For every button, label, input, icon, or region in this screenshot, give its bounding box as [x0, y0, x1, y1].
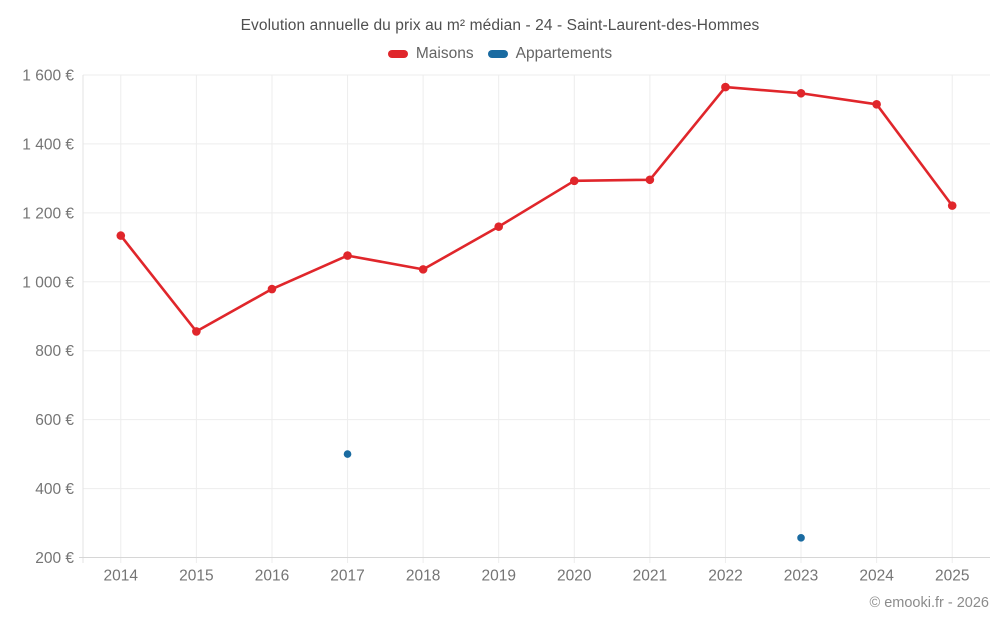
legend-swatch-appartements-icon	[487, 50, 508, 58]
legend-label-appartements: Appartements	[515, 45, 613, 62]
data-point-maisons-2022[interactable]	[721, 82, 730, 92]
data-point-maisons-2014[interactable]	[116, 231, 126, 240]
y-axis-tick-label: 1 600 €	[22, 68, 74, 85]
legend-swatch-maisons-icon	[387, 50, 408, 58]
y-axis-tick-label: 1 000 €	[22, 274, 74, 291]
data-point-maisons-2019[interactable]	[494, 222, 504, 231]
y-axis-tick-label: 800 €	[35, 343, 74, 360]
y-axis-tick-label: 200 €	[35, 550, 74, 567]
x-axis-tick-label: 2020	[557, 568, 592, 585]
data-point-maisons-2015[interactable]	[192, 327, 201, 336]
x-axis-tick-label: 2023	[784, 568, 818, 585]
copyright-text: © emooki.fr - 2026	[869, 595, 989, 611]
x-axis-tick-label: 2016	[255, 568, 289, 585]
data-point-appartements-2017[interactable]	[343, 450, 352, 458]
x-axis-tick-label: 2022	[708, 568, 742, 585]
y-axis-tick-label: 1 200 €	[22, 205, 74, 222]
data-point-maisons-2025[interactable]	[947, 201, 957, 210]
data-point-maisons-2024[interactable]	[872, 99, 881, 109]
x-axis-tick-label: 2018	[406, 568, 440, 585]
data-point-maisons-2023[interactable]	[796, 88, 806, 98]
legend-item-maisons[interactable]: Maisons	[387, 45, 474, 63]
x-axis-tick-label: 2014	[104, 568, 139, 585]
data-point-maisons-2018[interactable]	[418, 265, 428, 274]
y-axis-tick-label: 1 400 €	[22, 136, 74, 153]
series-line-maisons	[119, 85, 954, 333]
data-point-appartements-2023[interactable]	[797, 534, 805, 542]
data-point-maisons-2020[interactable]	[569, 176, 579, 186]
x-axis-tick-label: 2021	[633, 568, 667, 585]
data-point-maisons-2016[interactable]	[267, 284, 277, 294]
legend-label-maisons: Maisons	[415, 45, 474, 62]
x-axis-tick-label: 2017	[330, 568, 364, 585]
x-axis-tick-label: 2015	[179, 568, 213, 585]
data-point-maisons-2021[interactable]	[645, 175, 655, 185]
y-axis-tick-label: 400 €	[35, 481, 74, 498]
x-axis-tick-label: 2024	[859, 568, 894, 585]
y-axis-tick-label: 600 €	[35, 412, 74, 429]
legend-item-appartements[interactable]: Appartements	[487, 45, 613, 63]
chart-legend: Maisons Appartements	[0, 45, 1000, 63]
chart-title: Evolution annuelle du prix au m² médian …	[240, 17, 760, 34]
x-axis-tick-label: 2019	[481, 568, 515, 585]
x-axis-tick-label: 2025	[935, 568, 969, 585]
data-point-maisons-2017[interactable]	[343, 251, 352, 260]
